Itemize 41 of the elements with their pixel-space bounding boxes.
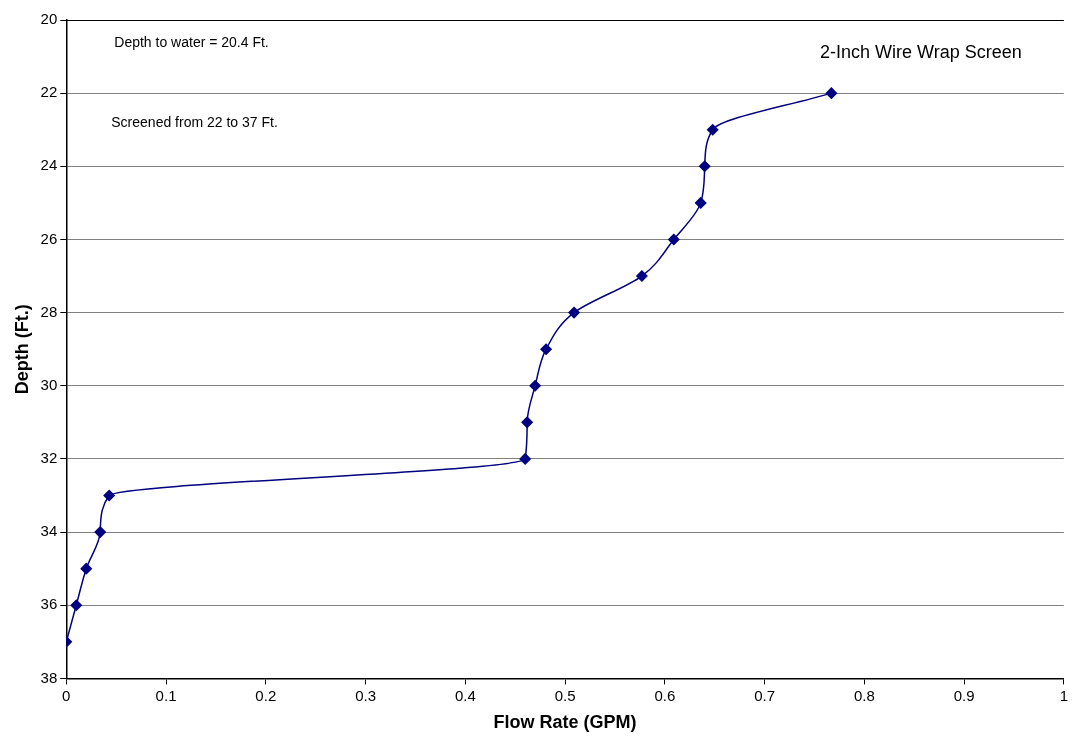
point (521, 416, 533, 429)
point (94, 526, 106, 538)
point (636, 270, 648, 282)
point (519, 453, 531, 465)
point (694, 197, 707, 209)
x-tick-label: 0.2 (255, 686, 277, 704)
point (80, 562, 92, 575)
x-tick-label: 0.4 (454, 686, 476, 704)
x-tick-label: 1 (1059, 686, 1068, 704)
y-tick-label: 36 (40, 595, 58, 613)
x-tick-label: 0.5 (554, 686, 576, 704)
y-tick-label: 32 (40, 449, 58, 467)
x-tick-label: 0.7 (754, 686, 775, 704)
y-tick-label: 22 (40, 83, 58, 101)
x-tick-label: 0 (62, 686, 71, 704)
y-tick-label: 30 (40, 375, 58, 393)
point (698, 160, 711, 173)
y-tick-label: 38 (40, 668, 58, 686)
annotation: Screened from 22 to 37 Ft. (111, 113, 278, 130)
point (568, 306, 580, 319)
x-tick-label: 0.1 (155, 686, 177, 704)
y-axis-title: Depth (Ft.) (11, 304, 32, 395)
x-tick-label: 0.9 (953, 686, 975, 704)
y-tick-label: 24 (40, 156, 58, 174)
x-tick-label: 0.8 (853, 686, 875, 704)
point (668, 233, 680, 246)
y-tick-label: 34 (40, 522, 58, 540)
y-tick-label: 20 (40, 10, 58, 28)
annotation: Depth to water = 20.4 Ft. (114, 33, 269, 50)
x-tick-label: 0.3 (355, 686, 376, 704)
point (540, 343, 552, 355)
x-axis-title: Flow Rate (GPM) (493, 712, 637, 733)
x-tick-label: 0.6 (654, 686, 676, 704)
point (70, 599, 83, 611)
point (103, 489, 115, 502)
y-tick-label: 26 (40, 229, 58, 247)
point (706, 123, 719, 136)
point (529, 380, 541, 392)
point (825, 87, 838, 99)
y-tick-label: 28 (40, 302, 58, 320)
annotation: 2-Inch Wire Wrap Screen (820, 41, 1022, 62)
